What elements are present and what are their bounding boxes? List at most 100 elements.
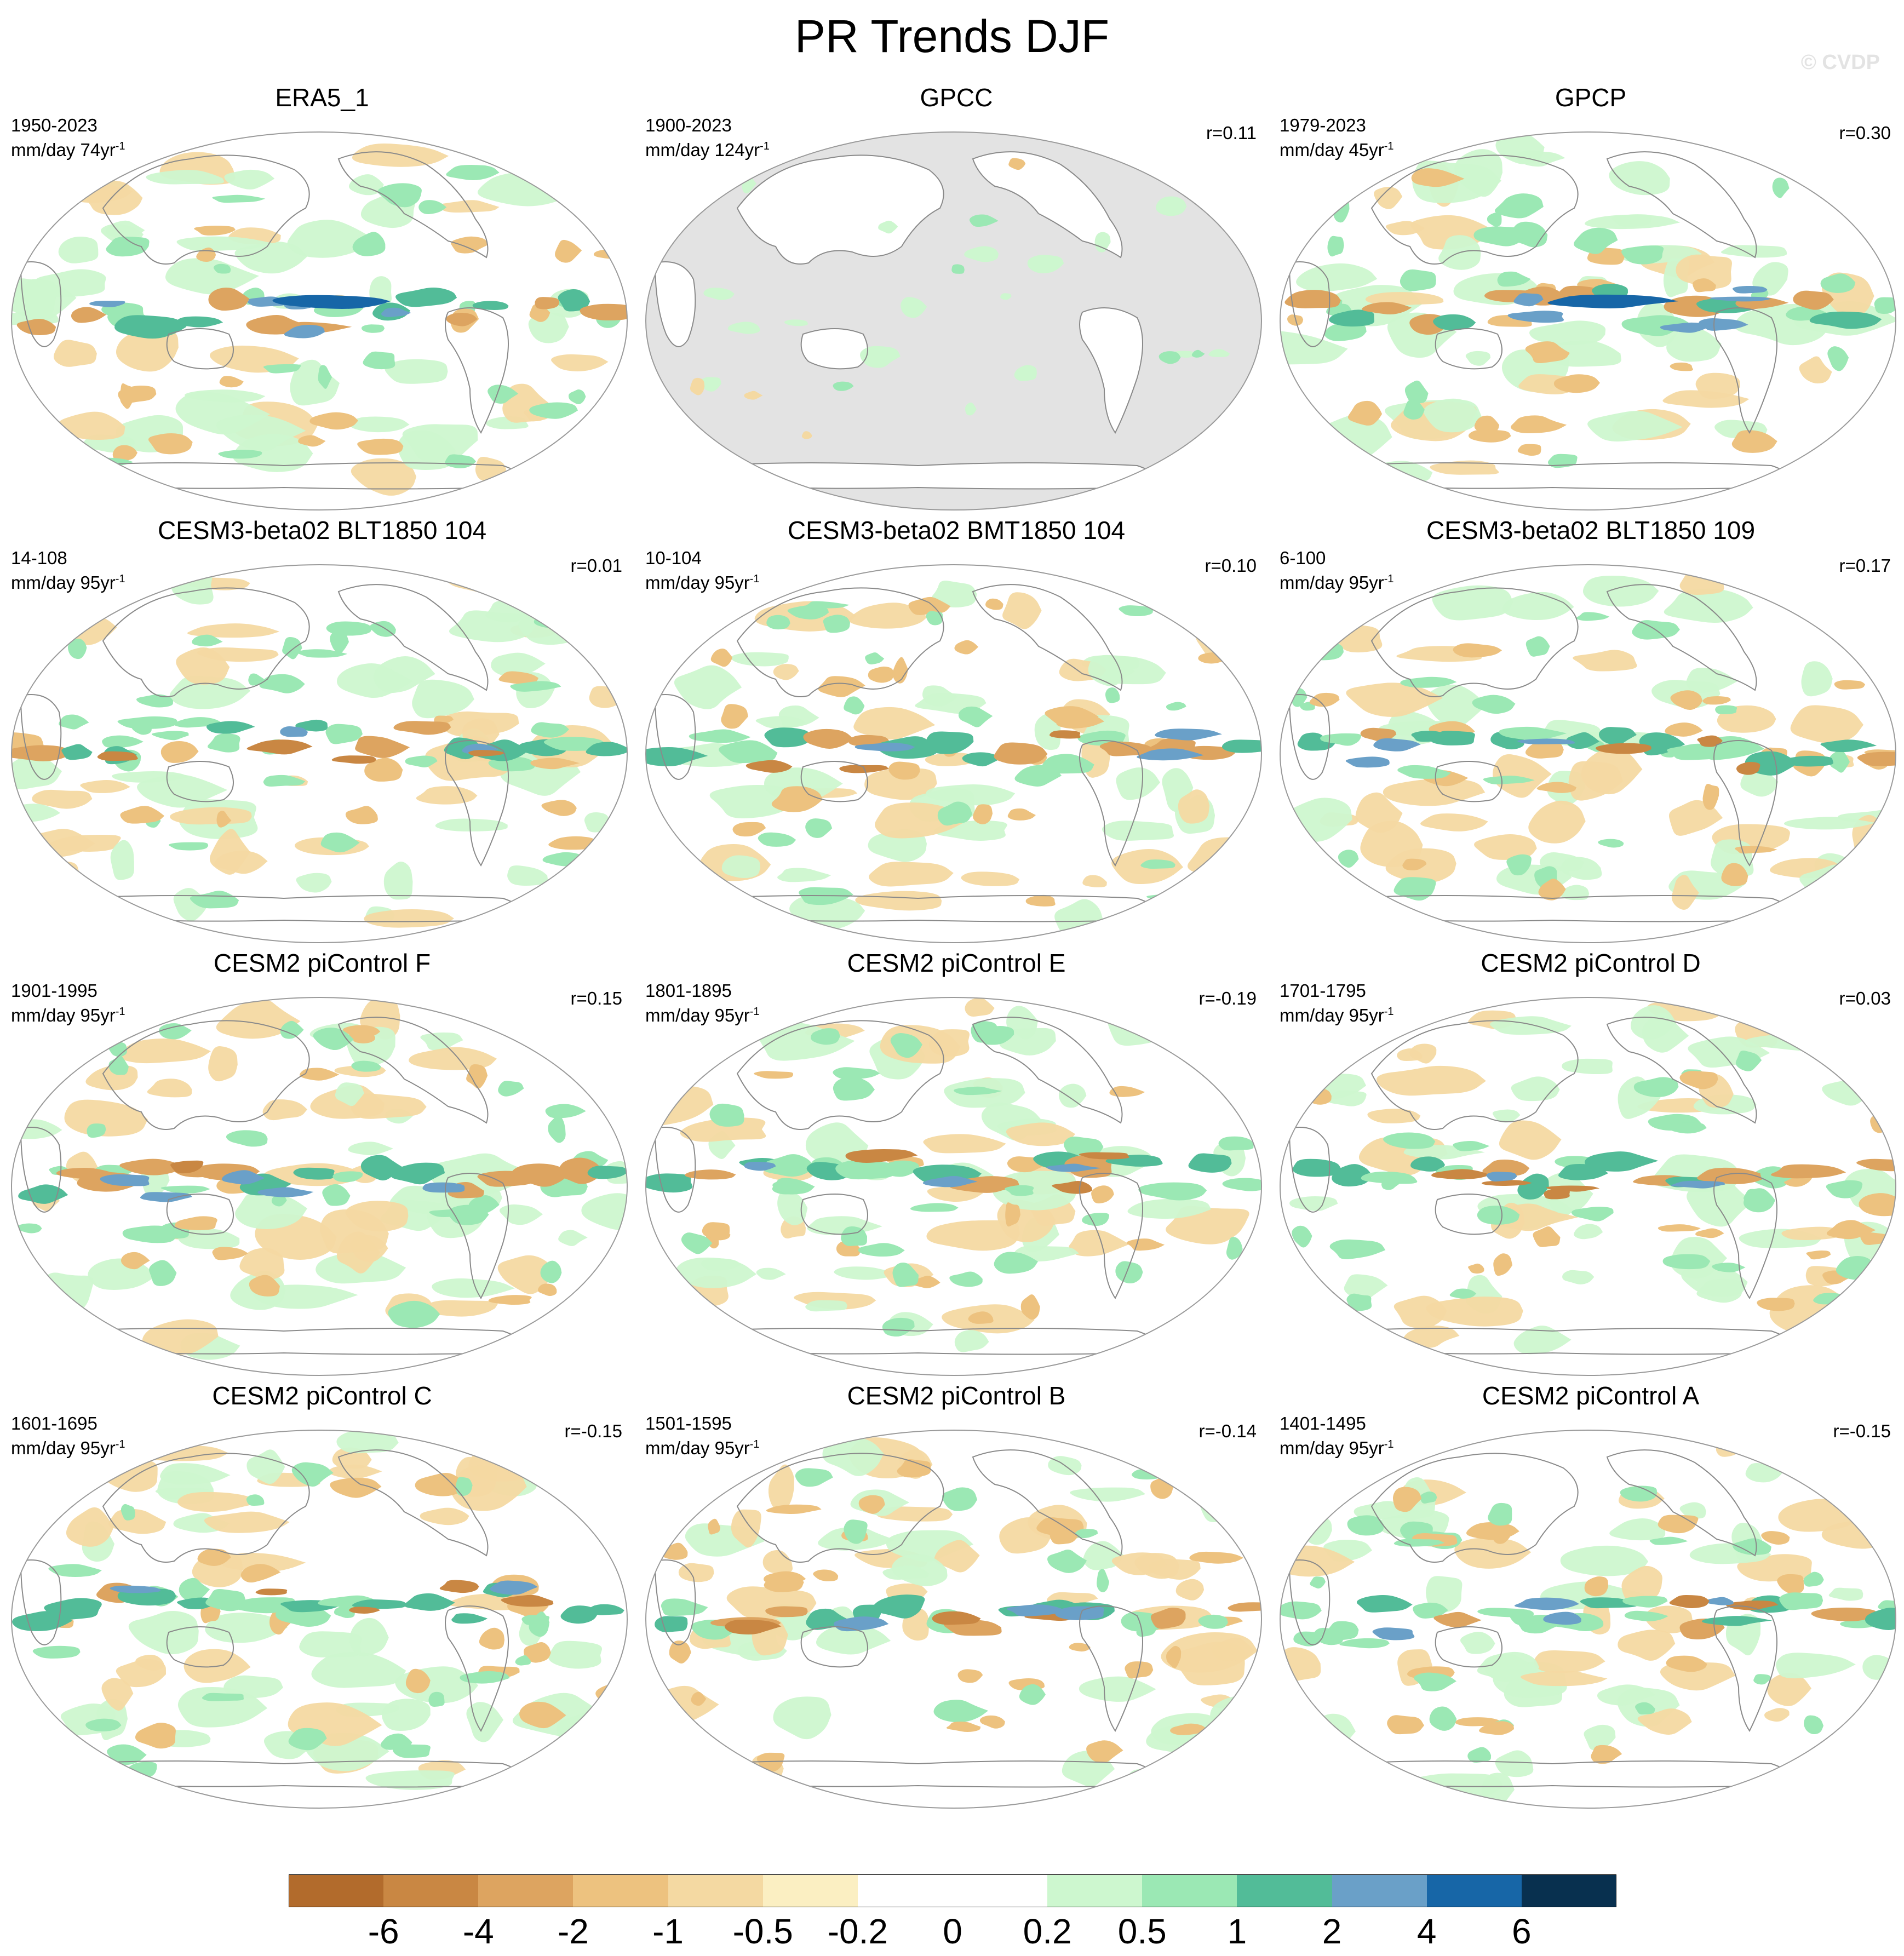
trend-contour [1867,165,1882,181]
trend-contour [1020,1294,1040,1320]
trend-contour [1721,863,1748,886]
trend-contour [169,676,251,709]
trend-contour [1660,322,1708,333]
trend-contour [1069,1643,1091,1652]
trend-contour [1007,808,1036,821]
trend-contour [1287,643,1305,658]
trend-contour [1573,650,1637,672]
trend-contour [1292,1225,1312,1248]
trend-contour [926,611,943,626]
trend-contour [1367,1109,1421,1123]
trend-contour [335,1082,364,1106]
trend-contour [219,376,244,388]
trend-contour [932,1611,981,1625]
map-10 [645,1430,1262,1809]
trend-contour [555,239,582,263]
pattern-correlation: r=-0.15 [564,1421,622,1441]
trend-contour [439,1580,479,1593]
trend-contour [1794,1430,1820,1470]
trend-contour [1665,722,1703,737]
panel: CESM2 piControl C 1601-1695 mm/day 95yr-1 r… [10,1380,634,1813]
trend-contour [507,865,548,886]
trend-contour [1584,1724,1616,1751]
trend-contour [646,747,708,766]
map-outline [11,131,628,510]
trend-contour [1449,1288,1477,1299]
trend-contour [1757,1298,1795,1311]
trend-contour [1544,1189,1570,1200]
panel-title: ERA5_1 [275,83,369,112]
trend-contour [44,1598,102,1620]
trend-contour [1196,199,1226,208]
period-label: 1801-1895 [645,980,732,1001]
colorbar-tick-label: 0 [943,1912,962,1951]
trend-contour [1294,1466,1381,1486]
trend-contour [1374,187,1403,209]
trend-contour [725,1620,782,1635]
trend-contour [1420,813,1488,831]
units-label: mm/day 45yr-1 [1280,136,1394,160]
land-area [973,152,1122,257]
superscript: -1 [1384,1438,1394,1450]
trend-contour [377,183,422,208]
trend-contour [589,686,627,708]
map-field [646,1430,1261,1808]
trend-contour [249,1275,280,1297]
trend-contour [897,1459,931,1478]
trend-contour [352,1599,407,1609]
trend-contour [762,1154,815,1177]
trend-contour [1000,293,1012,300]
trend-contour [1099,741,1155,756]
trend-contour [1387,1715,1424,1735]
trend-contour [818,676,865,697]
trend-contour [1413,1602,1448,1619]
trend-contour [1676,254,1732,289]
trend-contour [689,729,751,743]
trend-contour [1783,817,1876,830]
trend-contour [1019,1684,1046,1705]
trend-contour [865,652,885,664]
trend-contour [148,433,193,455]
trend-contour [300,1068,340,1081]
trend-contour [1878,1600,1896,1611]
trend-contour [1803,1571,1824,1587]
trend-contour [253,1284,358,1309]
land-area [1080,308,1143,433]
trend-contour [114,315,187,339]
trend-contour [1465,351,1491,366]
colorbar-tick-label: 4 [1416,1912,1437,1951]
trend-contour [1058,1083,1087,1108]
trend-contour [683,1339,761,1369]
panel-title: CESM2 piControl A [1482,1381,1700,1410]
trend-contour [527,1031,560,1048]
trend-contour [1811,1607,1877,1621]
coastline [654,1559,696,1645]
coastline [337,584,489,691]
trend-contour [71,307,106,323]
trend-contour [519,1701,566,1729]
trend-contour [1591,1745,1622,1764]
trend-contour [488,1295,532,1305]
trend-contour [1633,1077,1679,1098]
trend-contour [499,1204,543,1225]
trend-contour [385,359,448,384]
trend-contour [117,716,178,729]
trend-contour [149,1260,177,1286]
trend-contour [910,1203,959,1212]
units-text: mm/day [1280,572,1344,593]
trend-contour [1826,1180,1863,1198]
pattern-correlation: r=0.03 [1839,988,1891,1008]
units-text: mm/day [645,1438,710,1458]
trend-contour [116,1038,211,1064]
trend-contour [1166,1645,1182,1668]
trend-contour [16,318,56,335]
trend-contour [1145,1436,1186,1456]
trend-contour [1517,1173,1549,1200]
trend-contour [1150,1607,1186,1629]
trend-contour [170,1160,204,1174]
trend-contour [1740,768,1779,797]
trend-contour [59,714,89,730]
coastline [736,1453,944,1563]
trend-contour [1799,356,1832,384]
superscript: -1 [115,1006,125,1018]
